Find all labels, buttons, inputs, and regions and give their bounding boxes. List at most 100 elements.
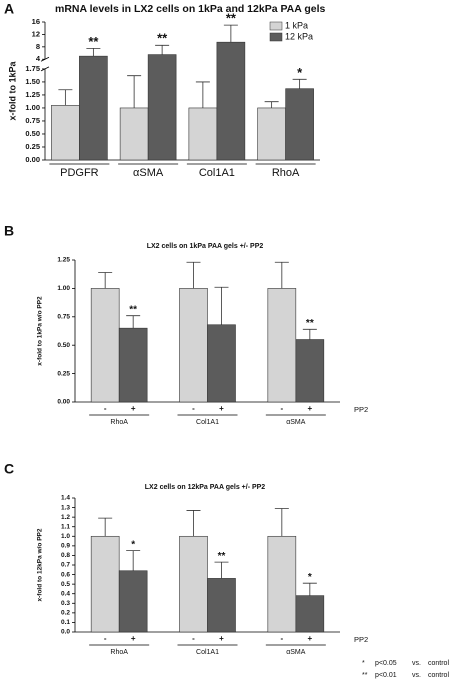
bar xyxy=(147,54,177,161)
bar-sub-label: - xyxy=(192,404,195,413)
bar xyxy=(207,324,236,403)
y-tick-label: 0.00 xyxy=(57,399,70,406)
y-tick-label: 0.8 xyxy=(61,552,70,559)
significance-label: ** xyxy=(306,318,314,329)
y-tick-label: 1.00 xyxy=(25,103,40,112)
x-tick-label: Col1A1 xyxy=(196,419,219,426)
bar xyxy=(90,535,120,633)
error-bar xyxy=(98,272,113,289)
error-bar xyxy=(98,517,113,537)
significance-label: * xyxy=(308,572,312,583)
error-bar xyxy=(214,286,229,325)
x-tick-label: αSMA xyxy=(133,167,164,179)
x-tick-label: αSMA xyxy=(286,649,306,656)
error-bar xyxy=(86,47,101,57)
bar-sub-label: + xyxy=(307,634,312,643)
bar-sub-label: + xyxy=(307,404,312,413)
significance-label: ** xyxy=(129,304,137,315)
panel-letter: A xyxy=(4,1,14,17)
bar xyxy=(257,107,286,161)
y-tick-label: 1.1 xyxy=(61,523,70,530)
footnote: control xyxy=(428,660,449,667)
y-tick-label: 16 xyxy=(32,17,40,26)
y-tick-label: 0.50 xyxy=(25,129,40,138)
panel-letter: B xyxy=(4,223,14,239)
y-tick-label: 1.3 xyxy=(61,504,70,511)
footnote: * xyxy=(362,660,365,667)
bar xyxy=(90,288,120,403)
error-bar xyxy=(195,81,210,108)
bar xyxy=(79,55,108,161)
error-bar xyxy=(292,78,307,89)
y-tick-label: 0.75 xyxy=(25,116,40,125)
y-tick-label: 0.5 xyxy=(61,581,70,588)
y-tick-label: 1.2 xyxy=(61,514,70,521)
x-axis-label: PP2 xyxy=(354,405,368,414)
bar-sub-label: - xyxy=(280,404,283,413)
significance-label: * xyxy=(131,539,135,550)
bar xyxy=(118,570,148,633)
y-tick-label: 1.25 xyxy=(25,90,40,99)
error-bar xyxy=(302,582,317,596)
chart-title: LX2 cells on 1kPa PAA gels +/- PP2 xyxy=(147,243,264,250)
bar-sub-label: + xyxy=(131,634,136,643)
y-tick-label: 0.00 xyxy=(25,155,40,164)
y-tick-label: 0.25 xyxy=(57,370,70,377)
y-tick-label: 1.25 xyxy=(57,257,70,264)
significance-label: * xyxy=(297,65,303,80)
bar xyxy=(267,288,297,403)
legend-swatch xyxy=(269,32,283,42)
bar-sub-label: - xyxy=(280,634,283,643)
footnote: control xyxy=(428,672,449,679)
bar xyxy=(51,105,80,161)
bar-sub-label: - xyxy=(104,404,107,413)
significance-label: ** xyxy=(157,31,168,46)
footnote: p<0.05 xyxy=(375,660,397,667)
bar xyxy=(295,339,325,403)
y-tick-label: 0.4 xyxy=(61,590,70,597)
error-bar xyxy=(58,89,73,106)
bar xyxy=(118,327,148,403)
error-bar xyxy=(186,510,201,537)
error-bar xyxy=(274,261,289,289)
y-tick-label: 0.3 xyxy=(61,600,70,607)
y-tick-label: 1.00 xyxy=(57,285,70,292)
x-axis-label: PP2 xyxy=(354,635,368,644)
y-tick-label: 8 xyxy=(36,42,40,51)
x-tick-label: RhoA xyxy=(272,167,300,179)
bar xyxy=(267,535,297,633)
bar-sub-label: + xyxy=(219,634,224,643)
y-tick-label: 0.25 xyxy=(25,142,40,151)
error-bar xyxy=(264,101,279,108)
y-tick-label: 12 xyxy=(32,29,40,38)
legend-label: 1 kPa xyxy=(285,20,308,30)
x-tick-label: Col1A1 xyxy=(196,649,219,656)
legend-label: 12 kPa xyxy=(285,31,313,41)
x-tick-label: RhoA xyxy=(110,649,128,656)
footnote: vs. xyxy=(412,660,421,667)
error-bar xyxy=(223,24,238,43)
bar xyxy=(295,595,325,633)
legend-swatch xyxy=(269,21,283,31)
y-tick-label: 0.2 xyxy=(61,610,70,617)
y-tick-label: 1.75 xyxy=(25,64,40,73)
error-bar xyxy=(302,328,317,340)
x-tick-label: PDGFR xyxy=(60,167,99,179)
bar-sub-label: + xyxy=(131,404,136,413)
y-axis-label: x-fold to 1kPa xyxy=(7,61,17,121)
y-axis-label: x-fold to 1kPa w/o PP2 xyxy=(37,296,44,366)
bar xyxy=(179,535,208,633)
error-bar xyxy=(274,508,289,537)
error-bar xyxy=(126,550,141,571)
x-tick-label: RhoA xyxy=(110,419,128,426)
significance-label: ** xyxy=(218,551,226,562)
panel-letter: C xyxy=(4,461,14,477)
significance-label: ** xyxy=(226,11,237,26)
bar xyxy=(119,107,149,161)
footnote: ** xyxy=(362,672,368,679)
y-tick-label: 1.50 xyxy=(25,77,40,86)
y-tick-label: 0.0 xyxy=(61,629,70,636)
x-tick-label: αSMA xyxy=(286,419,306,426)
footnote: p<0.01 xyxy=(375,672,397,679)
y-tick-label: 0.75 xyxy=(57,314,70,321)
